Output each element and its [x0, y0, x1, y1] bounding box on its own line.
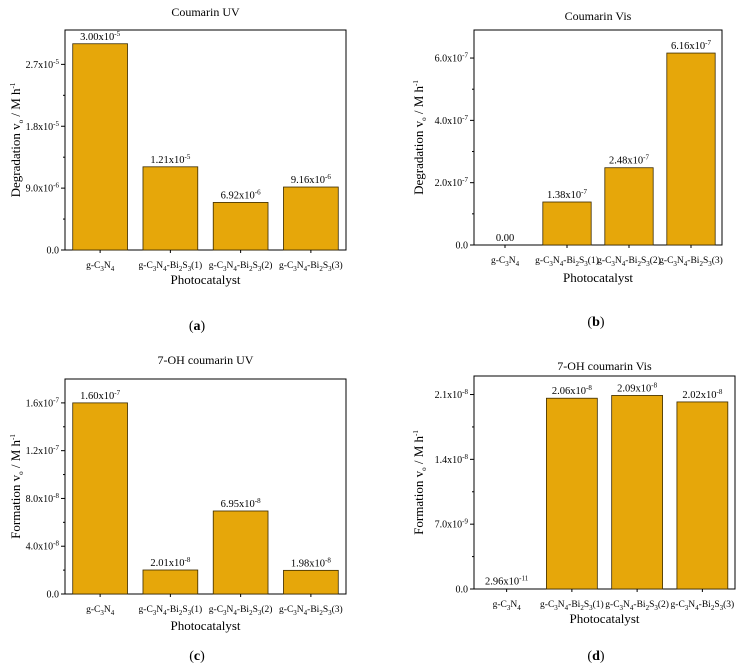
y-tick-label: 4.0x10-8: [26, 540, 60, 553]
x-tick-label: g-C3N4-Bi2S3(3): [671, 599, 735, 612]
x-axis-label: Photocatalyst: [170, 618, 240, 633]
data-label: 1.21x10-5: [150, 153, 190, 166]
y-tick-label: 2.7x10-5: [26, 58, 60, 71]
data-label: 6.92x10-6: [221, 188, 261, 201]
data-label: 2.48x10-7: [609, 154, 649, 167]
data-label: 2.02x10-8: [682, 388, 722, 401]
bar: [142, 569, 199, 595]
chart-panel-d: 7-OH coumarin Vis 0.0 7.0x10-9 1.4x10-8 2.1x…: [411, 359, 736, 664]
y-tick-label: 1.8x10-5: [26, 120, 60, 133]
panel-label: (d): [587, 649, 604, 664]
y-tick-label: 6.0x10-7: [435, 52, 469, 65]
plot-frame: [473, 375, 736, 590]
plot-frame: [64, 29, 347, 251]
x-axis-label: Photocatalyst: [563, 270, 633, 285]
data-label: 2.06x10-8: [552, 384, 592, 397]
y-tick-label: 0.0: [456, 585, 469, 596]
bar: [72, 402, 128, 595]
y-tick-label: 7.0x10-9: [435, 518, 469, 531]
y-tick-label: 1.6x10-7: [26, 396, 60, 409]
x-tick-label: g-C3N4-Bi2S3(1): [535, 255, 599, 268]
bar: [542, 201, 592, 246]
data-label: 9.16x10-6: [291, 173, 331, 186]
bar: [666, 52, 716, 246]
data-label: 0.00: [496, 233, 514, 244]
bar: [611, 395, 663, 590]
bar: [142, 166, 199, 251]
y-tick-label: 2.0x10-7: [435, 176, 469, 189]
chart-title: Coumarin Vis: [565, 9, 632, 23]
x-tick-label: g-C3N4-Bi2S3(1): [540, 599, 604, 612]
y-tick-label: 9.0x10-6: [26, 182, 60, 195]
chart-title: 7-OH coumarin Vis: [557, 359, 652, 373]
plot-frame: [473, 29, 723, 246]
bar: [212, 202, 269, 251]
y-axis-label: Formation vo / M h-1: [8, 434, 25, 539]
data-label: 3.00x10-5: [80, 30, 120, 43]
chart-panel-a: Coumarin UV 0.0 9.0x10-6 1.8x10-5 2.7x10-5 3.…: [8, 5, 347, 334]
panel-label: (b): [587, 315, 604, 330]
x-tick-label: g-C3N4-Bi2S3(2): [209, 604, 273, 617]
x-tick-label: g-C3N4: [86, 261, 115, 273]
x-tick-label: g-C3N4-Bi2S3(2): [209, 260, 273, 273]
panel-label: (a): [189, 319, 206, 334]
data-label: 6.16x10-7: [671, 39, 711, 52]
y-axis-label: Formation vo / M h-1: [411, 430, 428, 535]
y-tick-label: 1.4x10-8: [435, 453, 469, 466]
x-axis-label: Photocatalyst: [170, 272, 240, 287]
bar: [283, 186, 339, 251]
y-tick-label: 1.2x10-7: [26, 444, 60, 457]
data-label: 2.01x10-8: [150, 556, 190, 569]
bar: [676, 401, 729, 590]
x-tick-label: g-C3N4-Bi2S3(1): [139, 604, 203, 617]
x-tick-label: g-C3N4-Bi2S3(3): [279, 604, 343, 617]
data-label: 2.96x10-11: [485, 575, 529, 588]
y-axis-label: Degradation vo / M h-1: [8, 82, 25, 197]
x-tick-label: g-C3N4: [491, 256, 520, 268]
bar: [283, 569, 339, 595]
data-label: 6.95x10-8: [221, 497, 261, 510]
bar: [604, 167, 654, 246]
x-tick-label: g-C3N4: [86, 605, 115, 617]
y-tick-label: 0.0: [47, 246, 60, 257]
y-tick-label: 2.1x10-8: [435, 388, 469, 401]
x-tick-label: g-C3N4-Bi2S3(3): [279, 260, 343, 273]
chart-panel-b: Coumarin Vis 0.0 2.0x10-7 4.0x10-7 6.0x10-7 0…: [411, 9, 723, 330]
chart-title: Coumarin UV: [171, 5, 240, 19]
plot-frame: [64, 378, 347, 595]
data-label: 2.09x10-8: [617, 381, 657, 394]
y-tick-label: 0.0: [47, 590, 60, 601]
x-tick-label: g-C3N4: [493, 600, 522, 612]
y-tick-label: 4.0x10-7: [435, 114, 469, 127]
x-tick-label: g-C3N4-Bi2S3(3): [659, 255, 723, 268]
data-label: 1.60x10-7: [80, 389, 120, 402]
bar: [212, 510, 269, 595]
panel-label: (c): [189, 649, 205, 664]
x-tick-label: g-C3N4-Bi2S3(2): [597, 255, 661, 268]
bar: [72, 43, 128, 251]
y-tick-label: 8.0x10-8: [26, 492, 60, 505]
data-label: 1.98x10-8: [291, 556, 331, 569]
x-tick-label: g-C3N4-Bi2S3(2): [605, 599, 669, 612]
bar: [546, 397, 598, 590]
data-label: 1.38x10-7: [547, 188, 587, 201]
y-axis-label: Degradation vo / M h-1: [411, 80, 428, 195]
chart-title: 7-OH coumarin UV: [158, 353, 254, 367]
chart-panel-c: 7-OH coumarin UV 0.0 4.0x10-8 8.0x10-8 1.2x1…: [8, 353, 347, 664]
y-tick-label: 0.0: [456, 241, 469, 252]
x-tick-label: g-C3N4-Bi2S3(1): [139, 260, 203, 273]
x-axis-label: Photocatalyst: [569, 611, 639, 626]
